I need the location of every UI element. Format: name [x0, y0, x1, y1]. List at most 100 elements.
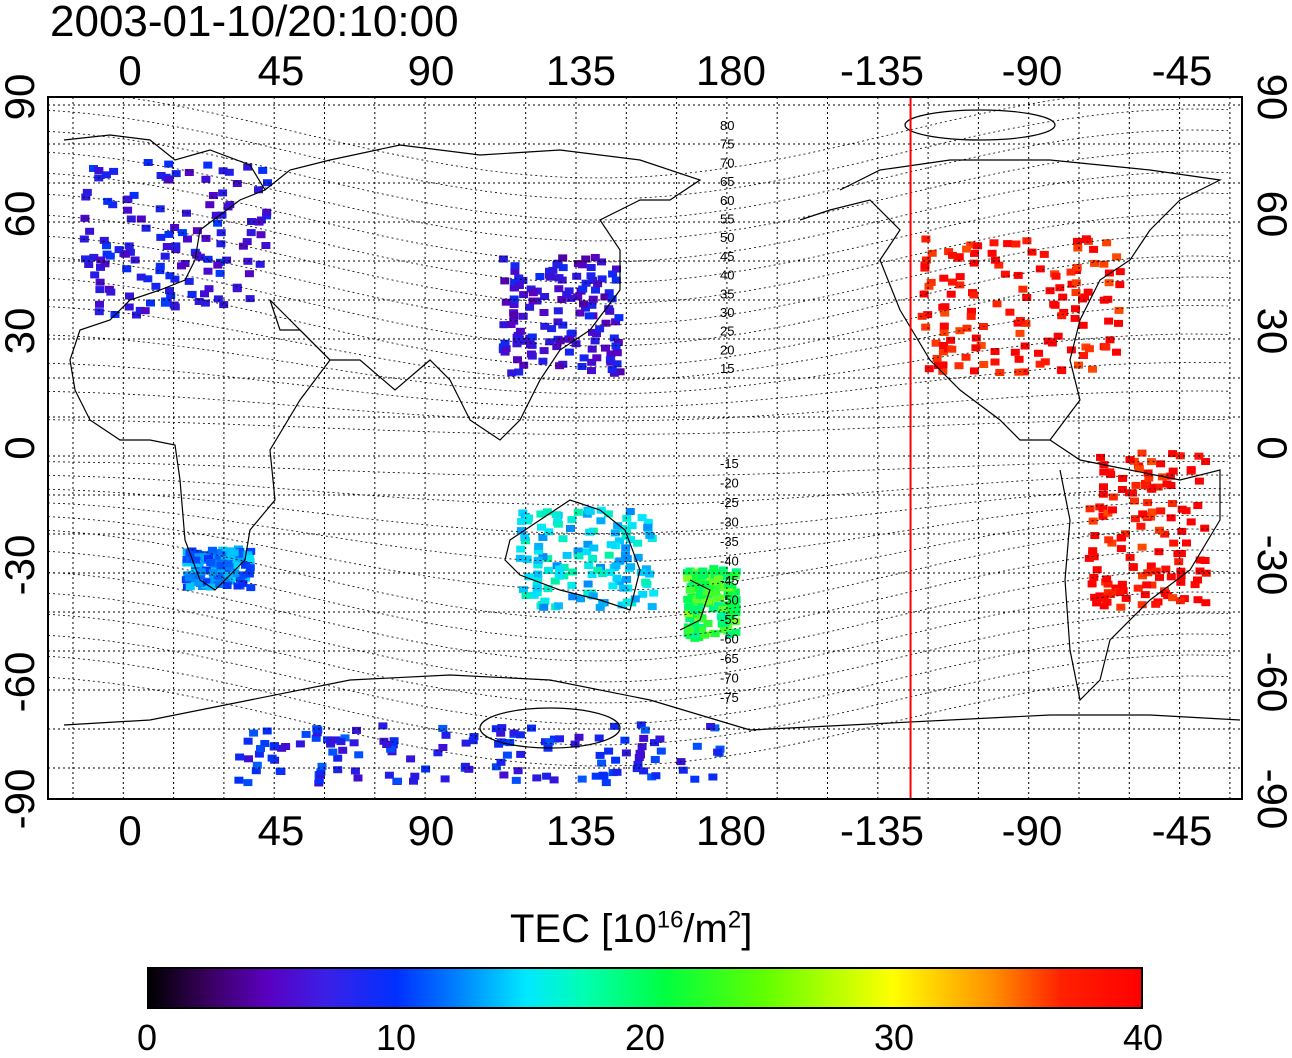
tec-cell [213, 261, 223, 269]
tec-cell [655, 735, 665, 743]
tec-cell [1128, 489, 1138, 497]
tec-cell [1112, 348, 1121, 356]
tec-cell [528, 297, 538, 305]
tec-cell [510, 284, 519, 292]
tec-region-north-america [917, 235, 1125, 376]
tec-cell [526, 341, 535, 349]
tec-cell [1101, 343, 1111, 351]
coastlines [63, 109, 1241, 749]
tec-cell [558, 321, 568, 329]
tec-cell [100, 260, 110, 268]
tec-cell [1056, 366, 1066, 374]
tec-cell [552, 343, 562, 351]
tec-cell [1088, 365, 1097, 373]
tec-cell [656, 747, 666, 755]
tec-cell [1011, 240, 1021, 248]
tec-cell [525, 303, 535, 311]
tec-cell [378, 722, 388, 730]
tec-cell [229, 573, 239, 581]
tec-cell [576, 595, 585, 603]
colorbar-tick-20: 20 [624, 1017, 666, 1058]
lon-label-bottom-135: 135 [546, 807, 616, 854]
tec-cell [95, 278, 105, 286]
lat-label-left--30: -30 [0, 535, 43, 596]
tec-cell [650, 739, 659, 747]
contour-label-south-8: -55 [720, 612, 739, 627]
tec-cell [940, 309, 950, 317]
lat-label-left-60: 60 [0, 191, 43, 238]
tec-cell [683, 595, 693, 603]
tec-cell [1081, 235, 1091, 243]
tec-cell [1071, 289, 1081, 296]
tec-cell [519, 361, 529, 369]
tec-cell [553, 307, 563, 315]
tec-cell [574, 733, 584, 741]
tec-cell [238, 242, 248, 250]
tec-cell [1089, 553, 1099, 561]
tec-cell [386, 745, 396, 753]
tec-cell [622, 598, 632, 606]
tec-cell [539, 347, 549, 355]
tec-cell [1035, 360, 1045, 368]
lat-label-left--60: -60 [0, 652, 43, 713]
tec-cell [587, 367, 596, 375]
coastline-australia [504, 499, 641, 611]
tec-cell [1071, 279, 1081, 287]
lat-label-right-0: 0 [1249, 436, 1292, 459]
tec-cell [536, 510, 546, 518]
tec-cell [1177, 527, 1187, 535]
tec-cell [1138, 510, 1148, 518]
tec-cell [1019, 368, 1029, 376]
magnetic-contour [47, 362, 1229, 408]
tec-cell [1021, 319, 1031, 327]
tec-cell [575, 309, 585, 317]
tec-cell [1058, 293, 1068, 301]
tec-cell [245, 295, 255, 303]
coastline-south-america [1049, 439, 1221, 702]
tec-cell [1137, 543, 1147, 551]
tec-cell [710, 630, 720, 638]
tec-cell [962, 324, 972, 332]
tec-cell [256, 745, 265, 753]
lon-label-top-90: 90 [408, 47, 455, 94]
tec-cell [1175, 452, 1185, 460]
tec-cell [233, 582, 243, 590]
tec-cell [223, 576, 232, 584]
tec-cell [1194, 477, 1204, 485]
lon-label-top--135: -135 [840, 47, 924, 94]
tec-cell [203, 161, 213, 169]
tec-cell [141, 224, 151, 232]
tec-cell [584, 562, 594, 569]
tec-cell [261, 242, 271, 249]
tec-cell [692, 615, 702, 623]
tec-cell [684, 626, 694, 634]
tec-cell [1099, 260, 1109, 268]
tec-cell [703, 597, 713, 605]
tec-cell [528, 289, 538, 297]
tec-cell [1156, 507, 1166, 515]
tec-cell [275, 767, 285, 775]
tec-cell [577, 363, 587, 370]
tec-cell [1089, 245, 1099, 253]
magnetic-contour [47, 390, 1229, 422]
tec-cell [1015, 329, 1025, 337]
tec-cell [1200, 524, 1210, 532]
tec-cell [954, 253, 964, 261]
tec-cell [120, 250, 130, 258]
tec-cell [1071, 305, 1080, 313]
tec-cell [464, 765, 474, 773]
tec-cell [1084, 554, 1094, 562]
lat-label-left-90: 90 [0, 74, 43, 121]
tec-cell [1125, 456, 1135, 464]
tec-cell [924, 282, 934, 290]
tec-cell [621, 532, 631, 540]
tec-cell [586, 264, 596, 271]
tec-cell [514, 282, 524, 289]
coastline-europe-africa [63, 134, 331, 591]
tec-cell [226, 553, 236, 561]
tec-cell [614, 314, 624, 322]
tec-cell [515, 731, 525, 739]
tec-cell [1168, 467, 1178, 475]
tec-cell [583, 589, 593, 597]
tec-cell [262, 212, 272, 220]
